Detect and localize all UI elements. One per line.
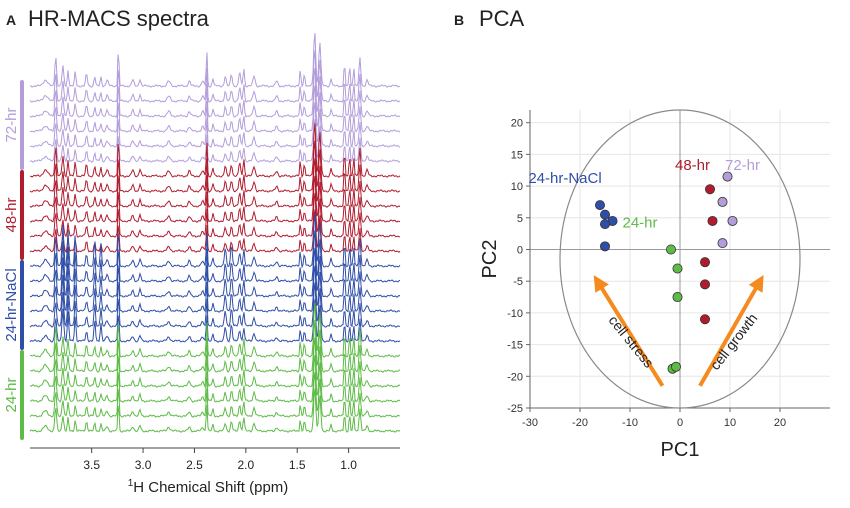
pca-point xyxy=(707,215,718,226)
spectra-group-24-hr-NaCl xyxy=(29,213,401,343)
group-label: 72-hr xyxy=(3,107,20,142)
spectrum-line xyxy=(29,248,401,298)
spectrum-line xyxy=(29,68,401,119)
pca-plot: -30 -20 -10 0 10 20 -25 -20 -15 -10 -5 0 5 10 15 20 PC1 P… xyxy=(479,109,830,461)
spectrum-line xyxy=(30,123,401,179)
pca-series-label: 24-hr-NaCl xyxy=(528,170,601,187)
pca-x-tick-label: -20 xyxy=(572,417,588,429)
pca-point xyxy=(672,263,683,274)
pca-x-label: PC1 xyxy=(661,439,700,461)
spectrum-line xyxy=(29,140,401,194)
group-bar xyxy=(20,350,24,440)
pca-y-label: PC2 xyxy=(479,240,501,279)
pca-point xyxy=(717,196,728,207)
spectra-plot xyxy=(29,33,401,433)
pca-series-label: 72-hr xyxy=(725,157,760,174)
x-label-superscript: 1 xyxy=(128,478,134,489)
spectra-tick-label: 1.5 xyxy=(289,458,306,472)
spectra-x-label: 1H Chemical Shift (ppm) xyxy=(128,478,289,496)
pca-y-tick-label: 15 xyxy=(511,149,523,161)
pca-point xyxy=(700,314,711,325)
group-bar xyxy=(20,170,24,260)
spectra-group-72-hr xyxy=(29,33,401,163)
panel-b-title: PCA xyxy=(479,6,525,31)
spectra-tick-label: 1.0 xyxy=(340,458,357,472)
spectrum-line xyxy=(29,213,401,269)
spectrum-line xyxy=(29,175,401,224)
panel-b-letter: B xyxy=(454,12,464,28)
pca-point xyxy=(595,200,606,211)
pca-point xyxy=(600,219,611,230)
spectrum-line xyxy=(29,388,401,433)
pca-x-tick-label: 0 xyxy=(677,417,683,429)
pca-point xyxy=(727,215,738,226)
group-bar xyxy=(20,260,24,350)
spectrum-line xyxy=(29,337,401,389)
pca-point xyxy=(700,279,711,290)
pca-y-tick-label: -15 xyxy=(507,340,523,352)
pca-x-tick-label: -30 xyxy=(522,417,538,429)
spectrum-line xyxy=(29,50,401,103)
spectrum-line xyxy=(29,265,401,313)
pca-y-tick-label: 10 xyxy=(511,181,523,193)
spectrum-line xyxy=(29,119,401,163)
spectra-tick-label: 2.5 xyxy=(186,458,203,472)
spectrum-line xyxy=(29,302,401,359)
spectrum-line xyxy=(29,372,400,418)
pca-series-label: 24-hr xyxy=(622,214,657,231)
spectra-ticks: 3.5 3.0 2.5 2.0 1.5 1.0 xyxy=(83,448,357,472)
pca-y-tick-label: 5 xyxy=(517,213,523,225)
group-label: 48-hr xyxy=(3,197,20,232)
pca-y-tick-label: -25 xyxy=(507,403,523,415)
spectrum-line xyxy=(29,102,401,149)
pca-x-tick-label: -10 xyxy=(622,417,638,429)
spectrum-line xyxy=(29,319,401,373)
spectrum-line xyxy=(29,85,401,134)
group-bar xyxy=(20,80,24,170)
pca-point xyxy=(705,184,716,195)
cell-stress-arrow xyxy=(593,275,665,387)
pca-y-tick-label: 20 xyxy=(511,118,523,130)
group-labels: 72-hr 48-hr 24-hr-NaCl 24-hr xyxy=(3,80,24,440)
pca-point xyxy=(717,238,728,249)
pca-series-label: 48-hr xyxy=(675,157,710,174)
pca-point xyxy=(666,244,677,255)
group-label: 24-hr-NaCl xyxy=(3,268,20,341)
panel-a-letter: A xyxy=(6,12,16,28)
pca-point xyxy=(600,209,611,220)
spectrum-line xyxy=(29,230,401,283)
pca-y-tick-label: -10 xyxy=(507,308,523,320)
spectra-tick-label: 2.0 xyxy=(237,458,254,472)
x-label-text: H Chemical Shift (ppm) xyxy=(133,479,288,496)
spectra-group-48-hr xyxy=(29,123,401,254)
pca-point xyxy=(671,361,682,372)
pca-x-tick-label: 20 xyxy=(774,417,786,429)
cell-stress-label: cell stress xyxy=(606,312,658,370)
spectrum-line xyxy=(29,299,401,343)
pca-x-tick-label: 10 xyxy=(724,417,736,429)
spectrum-line xyxy=(29,158,401,209)
pca-y-tick-label: 0 xyxy=(517,244,523,256)
pca-point xyxy=(672,292,683,303)
pca-point xyxy=(700,257,711,268)
spectrum-line xyxy=(29,33,401,88)
pca-point xyxy=(722,171,733,182)
pca-y-tick-label: -20 xyxy=(507,371,523,383)
cell-growth-label: cell growth xyxy=(707,310,761,373)
cell-growth-arrow xyxy=(698,274,764,387)
spectra-tick-label: 3.0 xyxy=(135,458,152,472)
group-label: 24-hr xyxy=(3,377,20,412)
panel-a-title: HR-MACS spectra xyxy=(28,6,210,31)
spectrum-line xyxy=(29,282,401,328)
spectra-tick-label: 3.5 xyxy=(83,458,100,472)
spectrum-line xyxy=(29,355,401,403)
spectrum-line xyxy=(29,209,401,254)
pca-y-tick-label: -5 xyxy=(513,276,523,288)
pca-point xyxy=(600,241,611,252)
spectra-group-24-hr xyxy=(29,302,401,433)
spectrum-line xyxy=(29,192,401,238)
